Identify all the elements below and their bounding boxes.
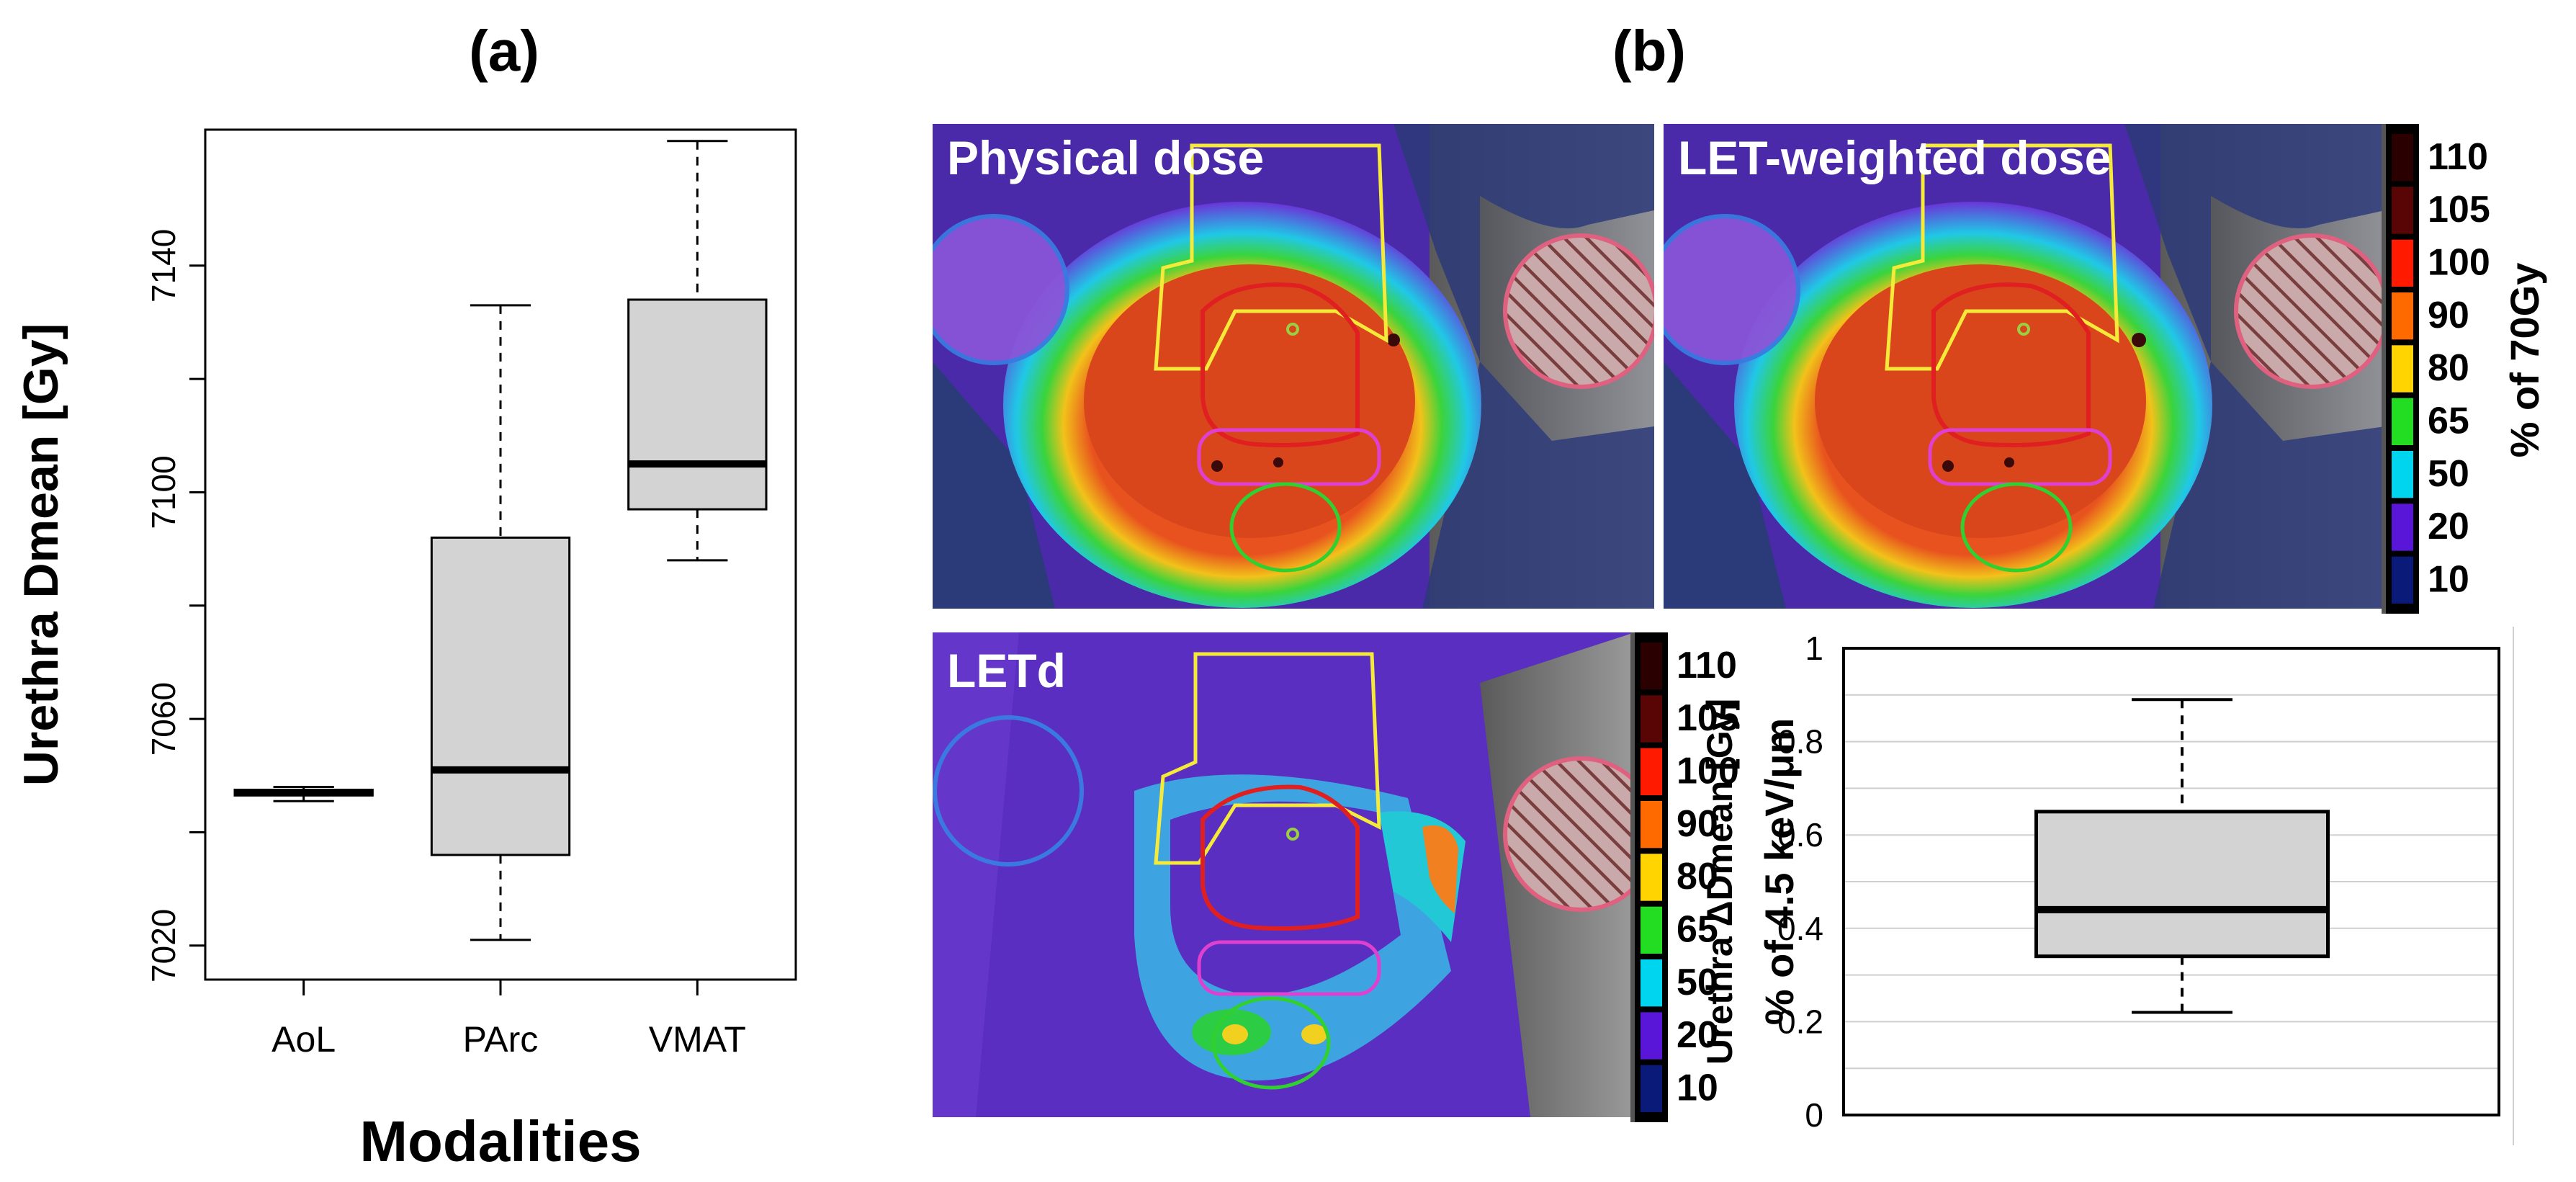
colorbar-swatch — [1641, 643, 1662, 690]
box-AoL — [233, 786, 374, 802]
colorbar-tick-label: 80 — [2428, 347, 2469, 389]
colorbar-swatch — [2392, 451, 2413, 498]
box-PArc — [430, 304, 571, 941]
colorbar-swatch — [1641, 748, 1662, 795]
chart-b-frame — [1842, 647, 2500, 1116]
colorbar-swatch — [1641, 959, 1662, 1007]
y-tick-label: 7100 — [145, 455, 182, 529]
chart-a-y-label: Urethra Dmean [Gy] — [14, 323, 68, 786]
chart-a-boxes — [233, 140, 768, 941]
colorbar-swatch — [2392, 134, 2413, 182]
y-tick-label: 0.2 — [1777, 1003, 1823, 1040]
colorbar-tick-label: 100 — [1677, 750, 1739, 792]
colorbar-swatch — [1641, 1012, 1662, 1060]
chart-a-x-label: Modalities — [359, 1109, 641, 1173]
colorbar-tick-label: 110 — [1677, 645, 1737, 686]
box-iqr — [2034, 810, 2330, 959]
letd-title: LETd — [947, 644, 1066, 697]
colorbar-edge — [1630, 632, 1638, 1122]
colorbar-tick-label: 10 — [2428, 558, 2469, 600]
colorbar-tick-label: 90 — [2428, 295, 2469, 336]
colorbar-tick-label: 80 — [1677, 856, 1718, 897]
colorbar-swatch — [1641, 801, 1662, 849]
colorbar-swatch — [1641, 1065, 1662, 1112]
chart-b-boxes — [2034, 698, 2330, 1014]
colorbar-swatch — [2392, 503, 2413, 551]
x-tick-label: AoL — [271, 1019, 336, 1060]
colorbar-swatch — [2392, 239, 2413, 287]
colorbar-tick-label: 20 — [1677, 1014, 1718, 1056]
x-tick-label: PArc — [463, 1019, 539, 1060]
colorbar-swatch — [2392, 556, 2413, 604]
colorbar-swatch — [2392, 292, 2413, 340]
y-tick-label: 7140 — [145, 229, 182, 303]
dose-colorbar-label: % of 70Gy — [2502, 263, 2547, 458]
y-tick-label: 0.8 — [1777, 723, 1823, 761]
y-tick-label: 0.4 — [1777, 910, 1823, 947]
chart-b-y-label: Urethra ΔDmean [Gy] — [1700, 699, 1740, 1065]
colorbar-swatch — [2392, 187, 2413, 234]
box-iqr — [430, 536, 571, 856]
y-tick-label: 0 — [1805, 1096, 1823, 1134]
colorbar-tick-label: 90 — [1677, 803, 1718, 845]
colorbar-swatch — [1641, 854, 1662, 901]
colorbar-tick-label: 20 — [2428, 506, 2469, 547]
physical-dose-image: Physical dose — [933, 124, 1654, 609]
chart-a: 7020 7060 7100 7140 AoL PArc VMAT Urethra Dme… — [14, 128, 797, 1173]
letd-colorbar-label: % of 4.5 keV/μm — [1756, 718, 1802, 1025]
colorbar-swatch — [1641, 695, 1662, 743]
y-tick-label: 7060 — [145, 682, 182, 756]
colorbar-tick-label: 65 — [2428, 400, 2469, 442]
box-delta — [2034, 698, 2330, 1014]
let-weighted-dose-image: LET-weighted dose — [1664, 124, 2385, 609]
colorbar-swatch — [1641, 906, 1662, 954]
colorbar-tick-label: 105 — [1677, 697, 1739, 739]
chart-a-x-axis: AoL PArc VMAT — [271, 978, 746, 1060]
y-tick-label: 0.6 — [1777, 816, 1823, 854]
panel-b-label: (b) — [1612, 19, 1686, 83]
colorbar-edge — [2382, 124, 2389, 614]
box-iqr — [627, 298, 768, 511]
letd-image: LETd — [933, 632, 1635, 1117]
colorbar-tick-label: 105 — [2428, 189, 2490, 230]
chart-b-y-axis: 0 0.2 0.4 0.6 0.8 1 — [1777, 630, 1823, 1134]
letd-colorbar: 110 105 100 90 80 65 50 20 10 — [1630, 632, 1739, 1122]
colorbar-swatch — [2392, 398, 2413, 445]
let-weighted-dose-title: LET-weighted dose — [1678, 131, 2111, 184]
y-tick-label: 7020 — [145, 909, 182, 982]
colorbar-tick-label: 10 — [1677, 1067, 1718, 1109]
box-VMAT — [627, 140, 768, 562]
dose-colorbar: 110 105 100 90 80 65 50 20 10 — [2382, 124, 2490, 614]
y-tick-label: 1 — [1805, 630, 1823, 667]
colorbar-tick-label: 110 — [2428, 136, 2488, 178]
colorbar-tick-label: 100 — [2428, 241, 2490, 283]
colorbar-tick-label: 50 — [2428, 453, 2469, 495]
colorbar-tick-label: 65 — [1677, 908, 1718, 950]
chart-a-y-axis: 7020 7060 7100 7140 — [145, 229, 205, 982]
colorbar-tick-label: 50 — [1677, 962, 1718, 1003]
panel-a-label: (a) — [469, 19, 539, 83]
x-tick-label: VMAT — [649, 1019, 746, 1060]
physical-dose-title: Physical dose — [947, 131, 1264, 184]
colorbar-swatch — [2392, 345, 2413, 393]
